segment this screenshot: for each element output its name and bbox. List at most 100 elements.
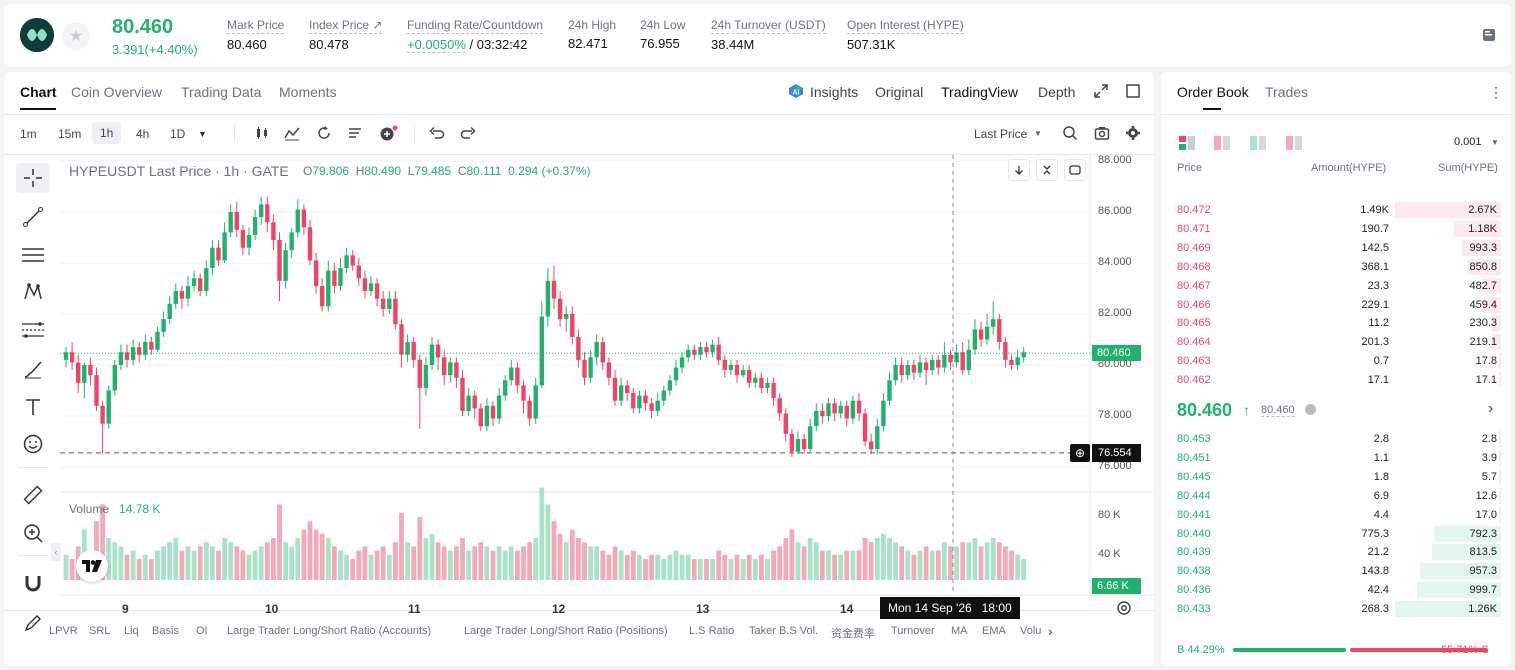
tab-order-book[interactable]: Order Book bbox=[1177, 84, 1249, 100]
view-depth-icon[interactable] bbox=[1286, 136, 1302, 155]
brush-tool-icon[interactable] bbox=[16, 354, 50, 384]
timeframe-1d[interactable]: 1D bbox=[170, 127, 186, 141]
view-insights[interactable]: Insights bbox=[810, 84, 859, 100]
indicator-tab[interactable]: Turnover bbox=[891, 625, 935, 637]
window-icon[interactable] bbox=[1126, 84, 1140, 103]
indicator-tab[interactable]: 资金费率 bbox=[831, 628, 875, 640]
view-asks-icon[interactable] bbox=[1214, 136, 1230, 155]
indicator-tab[interactable]: Large Trader Long/Short Ratio (Accounts) bbox=[227, 625, 432, 637]
ask-row[interactable]: 80.469 142.5 993.3 bbox=[1173, 238, 1501, 257]
ask-row[interactable]: 80.462 17.1 17.1 bbox=[1173, 370, 1501, 389]
chevron-right-icon[interactable]: › bbox=[1488, 400, 1494, 417]
candle-type-icon[interactable] bbox=[254, 125, 270, 146]
template-icon[interactable] bbox=[347, 125, 363, 146]
ask-row[interactable]: 80.465 11.2 230.3 bbox=[1173, 313, 1501, 332]
bid-row[interactable]: 80.438 143.8 957.3 bbox=[1173, 561, 1501, 580]
bid-row[interactable]: 80.444 6.9 12.6 bbox=[1173, 486, 1501, 505]
price-type-select[interactable]: Last Price bbox=[974, 127, 1028, 141]
ask-row[interactable]: 80.472 1.49K 2.67K bbox=[1173, 200, 1501, 219]
fibonacci-tool-icon[interactable] bbox=[16, 316, 50, 346]
camera-icon[interactable] bbox=[1094, 125, 1110, 146]
bid-row[interactable]: 80.445 1.8 5.7 bbox=[1173, 467, 1501, 486]
view-bids-icon[interactable] bbox=[1250, 136, 1266, 155]
price-type-dropdown-icon[interactable]: ▼ bbox=[1034, 129, 1042, 138]
indicators-icon[interactable] bbox=[284, 125, 300, 146]
magnet-icon[interactable] bbox=[16, 568, 50, 598]
bid-row[interactable]: 80.440 775.3 792.3 bbox=[1173, 524, 1501, 543]
tab-chart[interactable]: Chart bbox=[20, 84, 57, 100]
ask-row[interactable]: 80.463 0.7 17.8 bbox=[1173, 351, 1501, 370]
ask-row[interactable]: 80.471 190.7 1.18K bbox=[1173, 219, 1501, 238]
ask-row[interactable]: 80.468 368.1 850.8 bbox=[1173, 257, 1501, 276]
fullscreen-icon[interactable] bbox=[1064, 159, 1086, 181]
undo-icon[interactable] bbox=[429, 126, 445, 145]
collapse-toolbar-icon[interactable]: ‹ bbox=[51, 543, 61, 561]
view-original[interactable]: Original bbox=[875, 84, 924, 100]
tab-trades[interactable]: Trades bbox=[1265, 84, 1309, 100]
bid-row[interactable]: 80.439 21.2 813.5 bbox=[1173, 542, 1501, 561]
add-alert-icon[interactable] bbox=[379, 124, 399, 147]
chart-settings-icon[interactable] bbox=[1116, 600, 1132, 621]
indicator-tab[interactable]: Basis bbox=[152, 625, 179, 637]
precision-select[interactable]: 0.001 bbox=[1454, 136, 1482, 148]
precision-dropdown-icon[interactable]: ▼ bbox=[1491, 138, 1499, 147]
bid-row[interactable]: 80.441 4.4 17.0 bbox=[1173, 505, 1501, 524]
timeframe-dropdown-icon[interactable]: ▼ bbox=[198, 129, 207, 139]
bid-row[interactable]: 80.433 268.3 1.26K bbox=[1173, 599, 1501, 618]
bid-row[interactable]: 80.453 2.8 2.8 bbox=[1173, 429, 1501, 448]
indicator-tab[interactable]: Volu bbox=[1020, 625, 1042, 637]
stat-label[interactable]: Open Interest (HYPE) bbox=[847, 18, 964, 34]
crosshair-tool-icon[interactable] bbox=[16, 163, 50, 193]
redo-icon[interactable] bbox=[460, 126, 476, 145]
timeframe-1h[interactable]: 1h bbox=[92, 122, 122, 144]
indicator-tab[interactable]: SRL bbox=[89, 625, 111, 637]
indicator-tab[interactable]: MA bbox=[951, 625, 968, 637]
tab-moments[interactable]: Moments bbox=[279, 84, 337, 100]
tab-trading-data[interactable]: Trading Data bbox=[181, 84, 262, 100]
text-tool-icon[interactable] bbox=[16, 392, 50, 422]
collapse-icon[interactable] bbox=[1036, 159, 1058, 181]
expand-icon[interactable] bbox=[1094, 84, 1108, 103]
ob-mark-price[interactable]: 80.460 bbox=[1261, 404, 1295, 417]
timeframe-15m[interactable]: 15m bbox=[58, 127, 82, 141]
indicator-tab[interactable]: L.S Ratio bbox=[689, 625, 735, 637]
stat-label[interactable]: Funding Rate/Countdown bbox=[407, 18, 544, 34]
stat-label[interactable]: Index Price ↗ bbox=[309, 18, 383, 34]
emoji-tool-icon[interactable] bbox=[16, 429, 50, 459]
tradingview-logo-icon[interactable] bbox=[76, 550, 108, 582]
timeframe-4h[interactable]: 4h bbox=[136, 127, 150, 141]
ruler-tool-icon[interactable] bbox=[16, 480, 50, 510]
indicator-tab[interactable]: LPVR bbox=[49, 625, 78, 637]
price-chart[interactable] bbox=[60, 155, 1154, 610]
indicator-tab[interactable]: Liq bbox=[124, 625, 139, 637]
indicator-tab[interactable]: Taker B.S Vol. bbox=[749, 625, 819, 637]
view-tradingview[interactable]: TradingView bbox=[941, 84, 1019, 100]
ask-row[interactable]: 80.464 201.3 219.1 bbox=[1173, 332, 1501, 351]
view-both-icon[interactable] bbox=[1179, 136, 1195, 155]
favorite-star-icon[interactable]: ★ bbox=[62, 22, 90, 50]
stat-label[interactable]: Mark Price bbox=[227, 18, 285, 34]
indicator-tab[interactable]: OI bbox=[196, 625, 208, 637]
more-options-icon[interactable]: ⋮ bbox=[1489, 84, 1503, 100]
trendline-tool-icon[interactable] bbox=[16, 202, 50, 232]
ask-row[interactable]: 80.466 229.1 459.4 bbox=[1173, 295, 1501, 314]
indicator-tab[interactable]: EMA bbox=[982, 625, 1006, 637]
zoom-in-icon[interactable] bbox=[16, 518, 50, 548]
replay-icon[interactable] bbox=[316, 125, 332, 146]
horizontal-lines-tool-icon[interactable] bbox=[16, 240, 50, 270]
notebook-icon[interactable] bbox=[1480, 26, 1498, 44]
pattern-tool-icon[interactable] bbox=[16, 277, 50, 307]
indicator-tab[interactable]: Large Trader Long/Short Ratio (Positions… bbox=[464, 625, 668, 637]
bid-row[interactable]: 80.451 1.1 3.9 bbox=[1173, 448, 1501, 467]
bid-row[interactable]: 80.436 42.4 999.7 bbox=[1173, 580, 1501, 599]
timeframe-1m[interactable]: 1m bbox=[20, 127, 37, 141]
search-icon[interactable] bbox=[1062, 125, 1078, 146]
scroll-down-icon[interactable] bbox=[1008, 159, 1030, 181]
ask-row[interactable]: 80.467 23.3 482.7 bbox=[1173, 276, 1501, 295]
view-depth[interactable]: Depth bbox=[1038, 84, 1076, 100]
pencil-lock-icon[interactable] bbox=[16, 608, 50, 638]
settings-gear-icon[interactable] bbox=[1125, 125, 1141, 146]
indicator-scroll-right-icon[interactable]: › bbox=[1048, 623, 1053, 639]
stat-label[interactable]: 24h Turnover (USDT) bbox=[711, 18, 826, 34]
tab-coin-overview[interactable]: Coin Overview bbox=[71, 84, 163, 100]
